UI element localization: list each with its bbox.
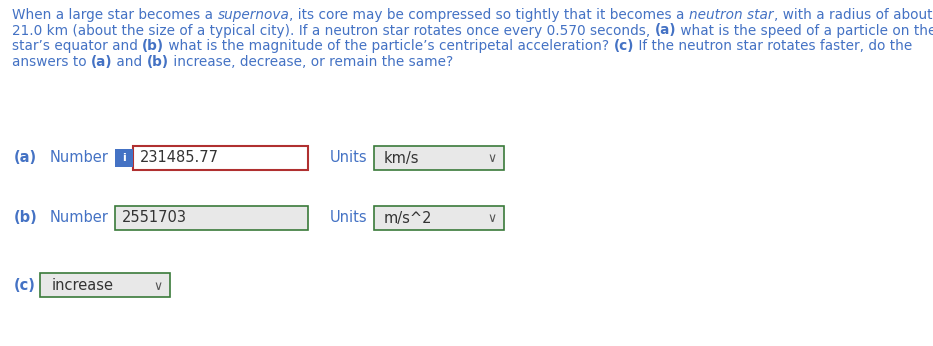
Text: ∨: ∨	[487, 153, 496, 165]
Bar	[374, 206, 504, 230]
Text: (b): (b)	[142, 39, 164, 53]
Text: increase, decrease, or remain the same?: increase, decrease, or remain the same?	[169, 55, 453, 69]
Text: km/s: km/s	[384, 151, 420, 165]
Text: Units: Units	[330, 210, 368, 226]
Text: (b): (b)	[147, 55, 169, 69]
Text: , with a radius of about: , with a radius of about	[773, 8, 932, 22]
Text: what is the speed of a particle on the: what is the speed of a particle on the	[676, 24, 933, 37]
Bar	[133, 146, 308, 170]
Bar	[374, 146, 504, 170]
Text: (a): (a)	[91, 55, 113, 69]
Text: and: and	[113, 55, 147, 69]
Text: increase: increase	[52, 277, 114, 292]
Text: When a large star becomes a: When a large star becomes a	[12, 8, 217, 22]
Bar	[115, 206, 308, 230]
Text: ∨: ∨	[153, 280, 162, 292]
Text: i: i	[122, 153, 126, 163]
Text: neutron star: neutron star	[689, 8, 773, 22]
Text: Number: Number	[50, 210, 109, 226]
Text: m/s^2: m/s^2	[384, 210, 433, 226]
Text: 21.0 km (about the size of a typical city). If a neutron star rotates once every: 21.0 km (about the size of a typical cit…	[12, 24, 655, 37]
Text: , its core may be compressed so tightly that it becomes a: , its core may be compressed so tightly …	[289, 8, 689, 22]
Text: (a): (a)	[655, 24, 676, 37]
Text: If the neutron star rotates faster, do the: If the neutron star rotates faster, do t…	[634, 39, 912, 53]
Text: (a): (a)	[14, 151, 37, 165]
Text: Units: Units	[330, 151, 368, 165]
Text: (c): (c)	[14, 277, 35, 292]
Text: ∨: ∨	[487, 212, 496, 226]
Text: 2551703: 2551703	[122, 210, 187, 226]
Text: (b): (b)	[14, 210, 37, 226]
Text: Number: Number	[50, 151, 109, 165]
Text: what is the magnitude of the particle’s centripetal acceleration?: what is the magnitude of the particle’s …	[164, 39, 614, 53]
Bar	[40, 273, 170, 297]
Text: answers to: answers to	[12, 55, 91, 69]
Text: (c): (c)	[614, 39, 634, 53]
Text: star’s equator and: star’s equator and	[12, 39, 142, 53]
Text: 231485.77: 231485.77	[140, 151, 219, 165]
Bar	[115, 149, 133, 167]
Text: supernova: supernova	[217, 8, 289, 22]
